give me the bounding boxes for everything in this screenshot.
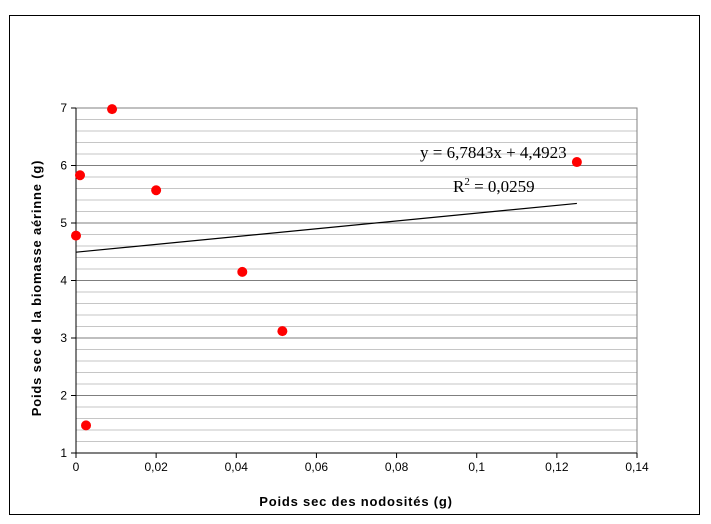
data-point (71, 230, 81, 241)
y-tick-label: 1 (60, 446, 67, 460)
y-tick-label: 2 (60, 389, 67, 403)
data-point (81, 420, 92, 431)
x-tick-label: 0,02 (144, 460, 168, 474)
x-tick-label: 0,1 (468, 460, 485, 474)
x-tick-label: 0,14 (625, 460, 649, 474)
r-squared-letter: R (453, 177, 465, 196)
x-tick-label: 0,06 (305, 460, 329, 474)
x-tick-label: 0,04 (225, 460, 249, 474)
scatter-chart: 0 0,02 0,04 0,06 0,08 0,1 0,12 0,14 1 2 3 4 5 6 7 y =… (29, 101, 649, 509)
axes (71, 107, 638, 458)
x-tick-label: 0 (73, 460, 80, 474)
y-tick-label: 5 (60, 216, 67, 230)
r-squared-label: R2 = 0,0259 (453, 176, 535, 196)
x-tick-label: 0,12 (545, 460, 569, 474)
y-tick-label: 3 (60, 331, 67, 345)
data-point (107, 104, 118, 115)
chart-frame: 0 0,02 0,04 0,06 0,08 0,1 0,12 0,14 1 2 3 4 5 6 7 y =… (9, 15, 700, 515)
data-point (151, 185, 162, 196)
data-point (571, 157, 582, 168)
trendline-equation: y = 6,7843x + 4,4923 (420, 143, 567, 162)
data-point (277, 326, 288, 337)
y-tick-labels: 1 2 3 4 5 6 7 (60, 101, 67, 460)
x-axis-title: Poids sec des nodosités (g) (259, 494, 453, 509)
x-tick-label: 0,08 (385, 460, 409, 474)
y-axis-title: Poids sec de la biomasse aérinne (g) (29, 160, 44, 416)
y-tick-label: 4 (60, 274, 67, 288)
y-tick-label: 7 (60, 101, 67, 115)
x-tick-labels: 0 0,02 0,04 0,06 0,08 0,1 0,12 0,14 (73, 460, 649, 474)
r-squared-exponent: 2 (464, 176, 470, 188)
r-squared-value: = 0,0259 (470, 177, 535, 196)
data-points (71, 104, 582, 431)
trendline (75, 202, 577, 253)
data-point (75, 170, 86, 181)
data-point (237, 266, 248, 277)
y-tick-label: 6 (60, 159, 67, 173)
